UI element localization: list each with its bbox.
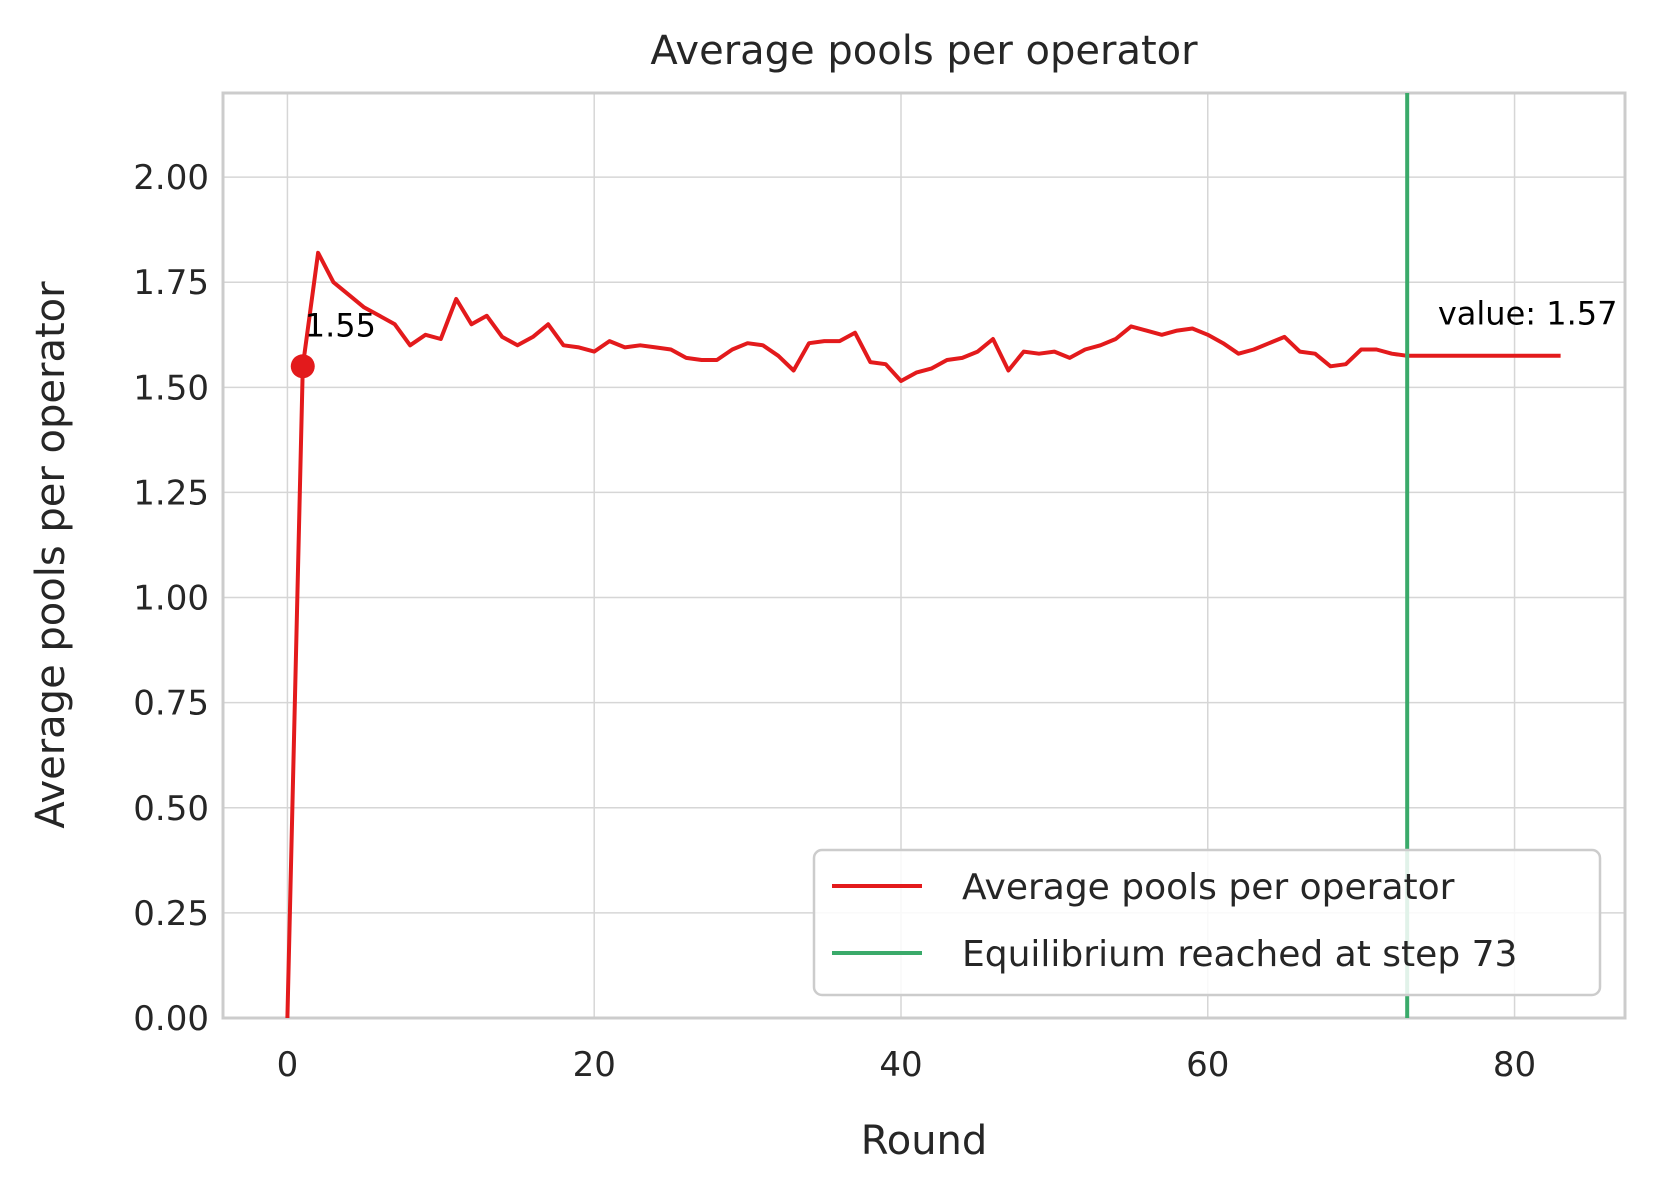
annotation-label: value: 1.57 (1438, 294, 1618, 332)
annotations: 1.55 value: 1.57 (290, 294, 1618, 379)
y-tick-label: 1.00 (133, 579, 209, 619)
x-tick-label: 20 (573, 1045, 616, 1085)
y-tick-label: 0.75 (133, 684, 209, 724)
x-tick-label: 80 (1493, 1045, 1536, 1085)
y-axis-title: Average pools per operator (28, 281, 74, 829)
legend: Average pools per operator Equilibrium r… (812, 848, 1602, 997)
series-line-avg-pools (285, 250, 1561, 1019)
plot-frame (221, 91, 1627, 1020)
y-tick-label: 1.25 (133, 473, 209, 513)
x-tick-label: 60 (1186, 1045, 1229, 1085)
y-tick-label: 0.25 (133, 894, 209, 934)
x-axis-title: Round (861, 1118, 988, 1164)
legend-label-avg-pools: Average pools per operator (962, 867, 1455, 908)
y-tick-label: 0.50 (133, 789, 209, 829)
annotation-label: 1.55 (305, 306, 376, 344)
annotation-marker (290, 354, 315, 379)
legend-label-equilibrium: Equilibrium reached at step 73 (962, 934, 1517, 975)
y-tick-label: 0.00 (133, 999, 209, 1039)
y-tick-label: 2.00 (133, 158, 209, 198)
legend-box (812, 848, 1602, 997)
chart-title: Average pools per operator (650, 28, 1198, 74)
axis-ticks: 0.00 0.25 0.50 0.75 1.00 1.25 1.50 1.75 2.00 0 20 4… (133, 158, 1536, 1085)
y-tick-label: 1.75 (133, 263, 209, 303)
y-tick-label: 1.50 (133, 368, 209, 408)
x-tick-label: 40 (879, 1045, 922, 1085)
x-tick-label: 0 (277, 1045, 299, 1085)
